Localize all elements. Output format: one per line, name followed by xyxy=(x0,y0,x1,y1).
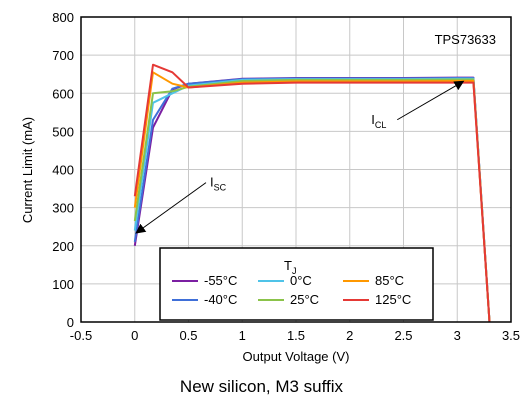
series-line xyxy=(133,78,491,323)
legend-label: 85°C xyxy=(375,273,404,288)
x-tick-label: 1.5 xyxy=(287,328,305,343)
x-tick-label: 3.5 xyxy=(502,328,520,343)
annotation-arrow xyxy=(396,80,465,121)
legend-title-sub: J xyxy=(292,266,297,276)
current-limit-chart: -0.5 0 0.5 1 1.5 2 2.5 3 3.5 0100200300400500600… xyxy=(20,10,520,364)
y-tick-label: 800 xyxy=(52,10,74,25)
y-axis-label: Current Limit (mA) xyxy=(20,117,35,223)
legend-label: 25°C xyxy=(290,292,319,307)
figure-caption: New silicon, M3 suffix xyxy=(179,377,344,396)
y-tick-label: 700 xyxy=(52,48,74,63)
x-tick-label: 1 xyxy=(239,328,246,343)
legend-label: -40°C xyxy=(204,292,237,307)
legend-label: 125°C xyxy=(375,292,411,307)
y-tick-label: 400 xyxy=(52,163,74,178)
legend-box xyxy=(159,247,434,321)
legend-title: TJ xyxy=(284,258,296,276)
annotation-label: ICL xyxy=(371,112,386,130)
legend-items: -55°C -40°C 0°C 25°C 85°C 125°C xyxy=(172,273,411,307)
x-tick-labels: -0.5 0 0.5 1 1.5 2 2.5 3 3.5 xyxy=(70,328,520,343)
y-tick-label: 200 xyxy=(52,239,74,254)
y-tick-label: 0 xyxy=(67,315,74,330)
x-tick-label: 2 xyxy=(346,328,353,343)
y-tick-labels: 0 100 200 300 400 500 600 700 800 xyxy=(52,10,74,330)
x-tick-label: 0 xyxy=(131,328,138,343)
y-tick-label: 100 xyxy=(52,277,74,292)
y-tick-label: 500 xyxy=(52,124,74,139)
x-tick-label: 3 xyxy=(454,328,461,343)
x-tick-label: -0.5 xyxy=(70,328,92,343)
x-tick-label: 2.5 xyxy=(394,328,412,343)
legend-label: 0°C xyxy=(290,273,312,288)
x-axis-label: Output Voltage (V) xyxy=(243,349,350,364)
device-label: TPS73633 xyxy=(435,32,496,47)
annotations: ICL ISC xyxy=(135,80,465,234)
y-tick-label: 600 xyxy=(52,86,74,101)
legend-title-main: T xyxy=(284,258,292,273)
y-tick-label: 300 xyxy=(52,201,74,216)
annotation-arrow xyxy=(135,182,207,234)
annotation-label: ISC xyxy=(210,175,227,193)
plot-border xyxy=(80,16,512,323)
legend: TJ -55°C -40°C 0°C 25°C 85°C 125°C xyxy=(159,247,434,321)
legend-label: -55°C xyxy=(204,273,237,288)
x-tick-label: 0.5 xyxy=(179,328,197,343)
